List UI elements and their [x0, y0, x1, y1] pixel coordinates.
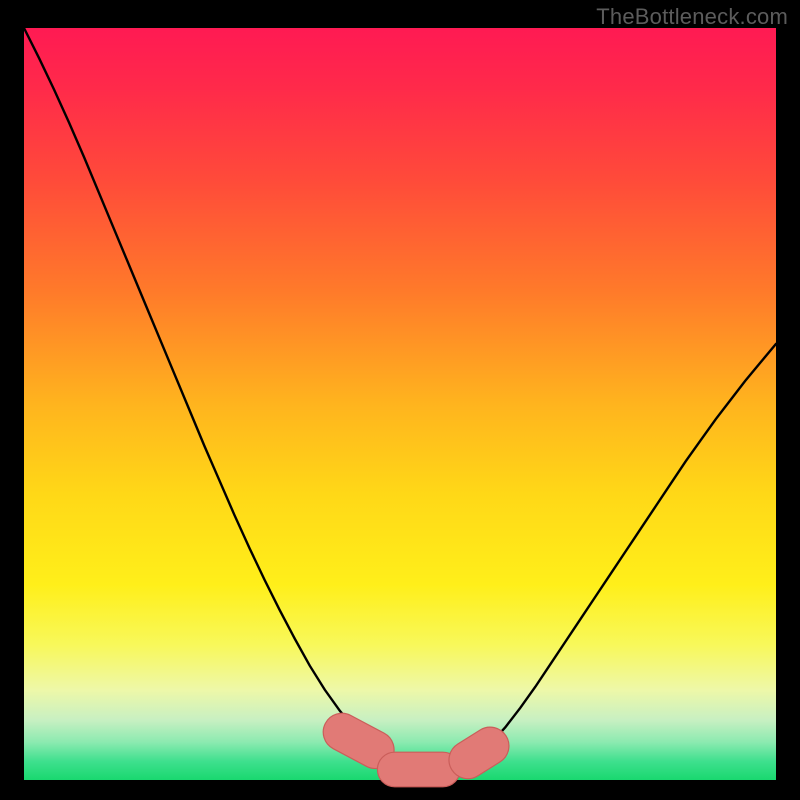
optimal-range-marker	[377, 752, 460, 787]
chart-background	[24, 28, 776, 780]
watermark-text: TheBottleneck.com	[596, 4, 788, 30]
bottleneck-chart	[0, 0, 800, 800]
chart-frame: TheBottleneck.com	[0, 0, 800, 800]
